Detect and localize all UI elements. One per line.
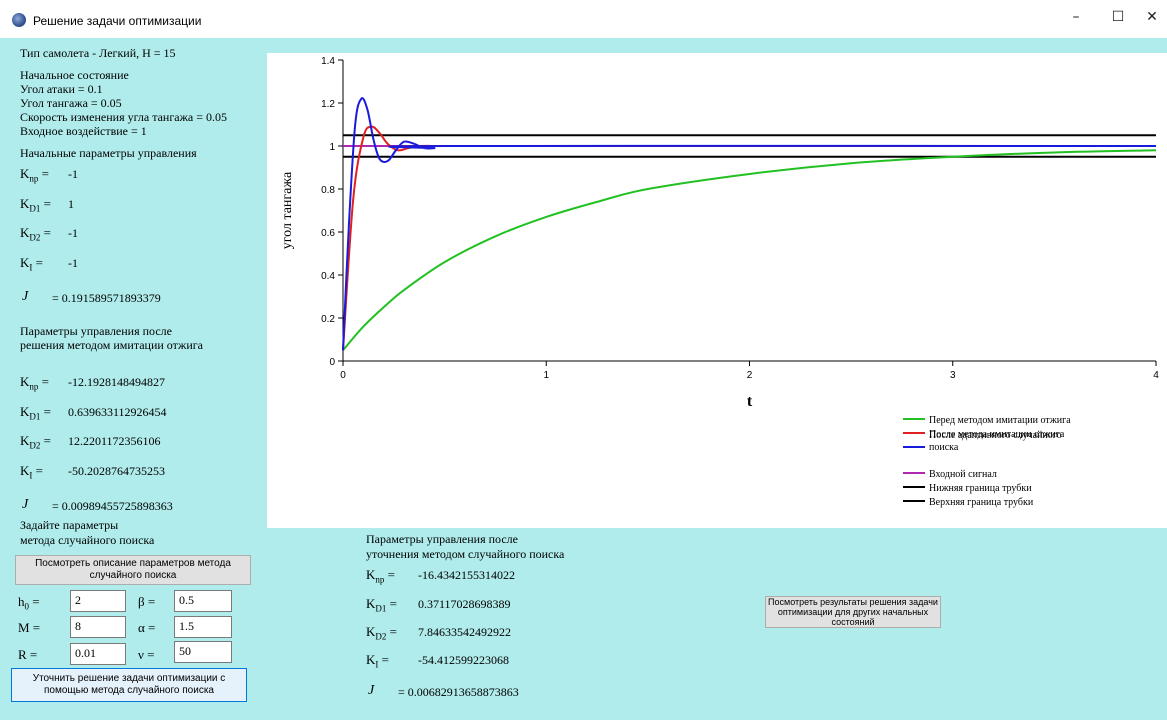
input-action-label: Входное воздействие = 1: [20, 124, 147, 138]
pitch-angle-chart: 0 0.2 0.4 0.6 0.8 1 1.2 1.4 0 1 2 3 4 t угол тангажа Пе…: [280, 56, 1159, 508]
x-tick-label: 0: [340, 370, 346, 381]
legend-label: Перед методом имитации отжига: [929, 415, 1071, 426]
knp-refined-value: -16.4342155314022: [418, 568, 515, 582]
refined-title-2: уточнения методом случайного поиска: [366, 547, 565, 561]
y-tick-label: 1.4: [321, 56, 335, 67]
view-description-button[interactable]: Посмотреть описание параметров метода сл…: [15, 555, 251, 585]
other-results-button[interactable]: Посмотреть результаты решения задачи опт…: [765, 596, 941, 628]
window-title: Решение задачи оптимизации: [33, 14, 202, 28]
beta-input[interactable]: 0.5: [174, 590, 232, 612]
attack-angle-label: Угол атаки = 0.1: [20, 82, 103, 96]
y-tick-label: 1.2: [321, 99, 335, 110]
minimize-icon[interactable]: –: [1072, 9, 1080, 25]
ki-annealing-label: KI =: [20, 463, 43, 481]
legend-label: Нижняя граница трубки: [929, 483, 1032, 494]
y-tick-label: 1: [329, 142, 335, 153]
kd2-refined-label: KD2 =: [366, 624, 397, 642]
close-icon[interactable]: ✕: [1146, 9, 1158, 25]
ki-annealing-value: -50.2028764735253: [68, 464, 165, 478]
plane-type-label: Тип самолета - Легкий, H = 15: [20, 46, 176, 60]
ki-initial-label: KI =: [20, 255, 43, 273]
y-tick-label: 0.6: [321, 228, 335, 239]
h0-input[interactable]: 2: [70, 590, 126, 612]
kd2-initial-value: -1: [68, 226, 78, 240]
r-label: R =: [18, 647, 38, 662]
kd1-refined-label: KD1 =: [366, 596, 397, 614]
j-annealing-value: = 0.00989455725898363: [52, 499, 173, 513]
series-line-2: [342, 97, 1157, 351]
knp-refined-label: Knp =: [366, 567, 395, 585]
initial-state-title: Начальное состояние: [20, 68, 129, 82]
annealing-title-2: решения методом имитации отжига: [20, 338, 203, 352]
alpha-label: α =: [138, 620, 156, 635]
x-tick-label: 1: [543, 370, 549, 381]
search-params-title-1: Задайте параметры: [20, 518, 119, 532]
j-refined-value: = 0.00682913658873863: [398, 685, 519, 699]
app-icon: [12, 13, 26, 27]
knp-initial-label: Knp =: [20, 166, 49, 184]
y-axis-label: угол тангажа: [280, 171, 295, 249]
h0-label: h0 =: [18, 594, 40, 612]
series-line-1: [342, 125, 1156, 351]
legend-label-cont: поиска: [929, 442, 959, 453]
beta-label: β =: [138, 594, 156, 609]
y-tick-label: 0.2: [321, 314, 335, 325]
r-input[interactable]: 0.01: [70, 643, 126, 665]
legend-label: Верхняя граница трубки: [929, 497, 1034, 508]
search-params-title-2: метода случайного поиска: [20, 533, 155, 547]
kd1-refined-value: 0.37117028698389: [418, 597, 511, 611]
j-annealing-symbol: J: [22, 497, 29, 512]
ki-refined-label: KI =: [366, 652, 389, 670]
knp-annealing-value: -12.1928148494827: [68, 375, 165, 389]
kd1-initial-label: KD1 =: [20, 196, 51, 214]
kd2-refined-value: 7.84633542492922: [418, 625, 511, 639]
x-tick-label: 2: [747, 370, 753, 381]
pitch-angle-label: Угол тангажа = 0.05: [20, 96, 122, 110]
ki-refined-value: -54.412599223068: [418, 653, 509, 667]
nu-label: ν =: [138, 647, 155, 662]
refine-solution-button[interactable]: Уточнить решение задачи оптимизации с по…: [11, 668, 247, 702]
nu-input[interactable]: 50: [174, 641, 232, 663]
legend-label: Входной сигнал: [929, 469, 997, 480]
y-tick-label: 0: [329, 357, 335, 368]
kd2-annealing-label: KD2 =: [20, 433, 51, 451]
j-initial-value: = 0.191589571893379: [52, 291, 161, 305]
chart-area: 0 0.2 0.4 0.6 0.8 1 1.2 1.4 0 1 2 3 4 t угол тангажа Пе…: [267, 53, 1167, 528]
m-label: M =: [18, 620, 41, 635]
series-line-0: [342, 149, 1157, 351]
pitch-rate-label: Скорость изменения угла тангажа = 0.05: [20, 110, 227, 124]
knp-annealing-label: Knp =: [20, 374, 49, 392]
kd2-annealing-value: 12.2201172356106: [68, 434, 161, 448]
refined-title-1: Параметры управления после: [366, 532, 518, 546]
knp-initial-value: -1: [68, 167, 78, 181]
title-bar: Решение задачи оптимизации – ☐ ✕: [0, 0, 1167, 38]
m-input[interactable]: 8: [70, 616, 126, 638]
kd1-initial-value: 1: [68, 197, 74, 211]
y-tick-label: 0.8: [321, 185, 335, 196]
kd1-annealing-label: KD1 =: [20, 404, 51, 422]
legend-label: После адаптивного случайного: [929, 430, 1062, 441]
kd2-initial-label: KD2 =: [20, 225, 51, 243]
x-tick-label: 4: [1153, 370, 1159, 381]
j-refined-symbol: J: [368, 683, 375, 698]
y-tick-label: 0.4: [321, 271, 335, 282]
kd1-annealing-value: 0.639633112926454: [68, 405, 167, 419]
alpha-input[interactable]: 1.5: [174, 616, 232, 638]
annealing-title-1: Параметры управления после: [20, 324, 172, 338]
x-axis-label: t: [747, 393, 753, 410]
ki-initial-value: -1: [68, 256, 78, 270]
legend-label: После метода имитации отжига: [929, 429, 1065, 440]
x-tick-label: 3: [950, 370, 956, 381]
maximize-icon[interactable]: ☐: [1111, 9, 1125, 25]
initial-params-title: Начальные параметры управления: [20, 146, 197, 160]
j-initial-symbol: J: [22, 289, 29, 304]
